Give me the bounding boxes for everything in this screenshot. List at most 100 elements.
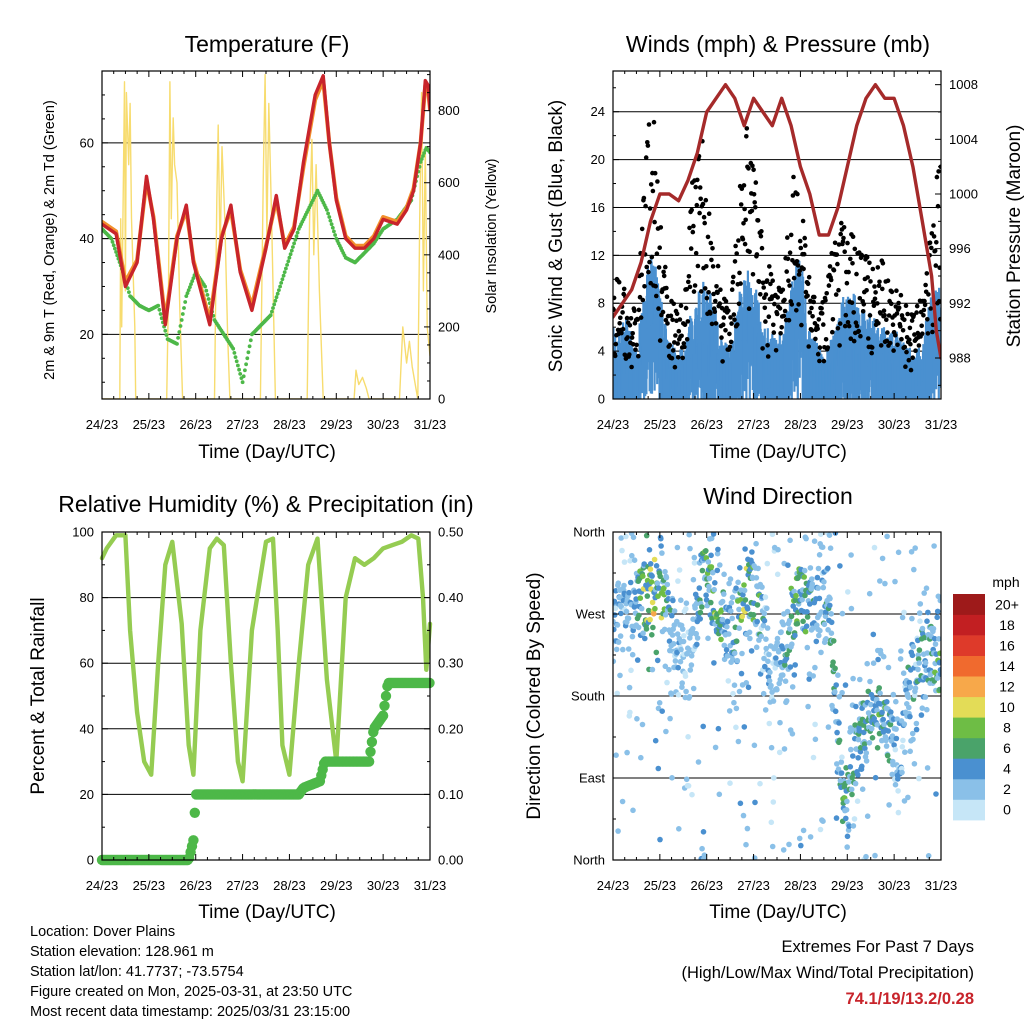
- gust-point: [791, 275, 797, 281]
- direction-point: [839, 754, 845, 760]
- temperature-ticks: [101, 71, 431, 400]
- gust-point: [667, 342, 673, 348]
- winds-ylabel-left: Sonic Wind & Gust (Blue, Black): [546, 100, 567, 372]
- gust-point: [646, 269, 651, 275]
- direction-point: [825, 565, 831, 572]
- gust-point: [873, 290, 878, 295]
- direction-point: [857, 744, 864, 751]
- dewpoint-point: [278, 284, 282, 289]
- direction-point: [630, 807, 636, 814]
- gust-point: [891, 348, 896, 353]
- direction-point: [613, 598, 618, 605]
- gust-point: [878, 343, 884, 348]
- dewpoint-point: [243, 368, 247, 373]
- direction-point: [695, 759, 702, 765]
- precipitation-point: [366, 736, 378, 748]
- dewpoint-point: [233, 355, 238, 359]
- gust-point: [652, 219, 657, 225]
- direction-point: [783, 698, 790, 704]
- direction-point: [935, 593, 941, 600]
- direction-point: [759, 584, 765, 590]
- direction-point: [679, 626, 686, 632]
- direction-point: [664, 581, 671, 588]
- direction-point: [750, 612, 757, 618]
- gust-point: [720, 359, 725, 364]
- gust-point: [649, 254, 655, 260]
- direction-point: [901, 721, 908, 727]
- gust-point: [925, 331, 931, 336]
- direction-point: [621, 582, 627, 589]
- direction-point: [793, 592, 799, 599]
- direction-point: [814, 574, 821, 581]
- direction-point: [674, 649, 680, 656]
- direction-point: [791, 588, 797, 595]
- dewpoint-point: [177, 330, 182, 334]
- direction-xtick-label: 26/23: [690, 878, 723, 893]
- direction-point: [862, 745, 868, 752]
- gust-point: [788, 232, 794, 238]
- gust-point: [924, 271, 930, 276]
- direction-point: [757, 780, 763, 787]
- direction-point: [818, 649, 824, 656]
- direction-point: [687, 667, 694, 673]
- gust-point: [699, 289, 704, 294]
- direction-point: [715, 725, 722, 732]
- gust-point: [728, 339, 734, 345]
- direction-point: [717, 562, 723, 568]
- direction-point: [631, 557, 638, 563]
- gust-point: [689, 207, 694, 213]
- gust-point: [839, 220, 844, 226]
- dewpoint-point: [327, 215, 332, 219]
- direction-point: [754, 602, 761, 608]
- gust-point: [670, 348, 676, 353]
- direction-point: [821, 579, 827, 585]
- gust-point: [656, 306, 661, 311]
- direction-point: [866, 740, 873, 746]
- direction-panel: Wind Direction Time (Day/UTC) Direction …: [524, 483, 1020, 923]
- dewpoint-point: [419, 157, 424, 161]
- temperature-y2tick-label: 200: [438, 319, 460, 334]
- colorbar-swatch-10: [953, 696, 985, 718]
- dewpoint-point: [182, 306, 186, 310]
- direction-point: [823, 636, 829, 642]
- direction-point: [863, 758, 870, 764]
- direction-point: [801, 574, 807, 580]
- direction-point: [625, 646, 632, 652]
- extremes-subheading: (High/Low/Max Wind/Total Precipitation): [681, 964, 974, 982]
- gust-point: [719, 335, 724, 340]
- gust-point: [718, 287, 723, 293]
- gust-point: [746, 166, 751, 171]
- direction-point: [899, 769, 905, 776]
- dewpoint-point: [272, 302, 277, 307]
- gust-point: [775, 295, 780, 300]
- temperature-xtick-label: 28/23: [273, 417, 306, 432]
- colorbar-swatch-4: [953, 758, 985, 780]
- direction-point: [638, 605, 645, 612]
- direction-point: [634, 716, 640, 722]
- direction-point: [694, 635, 701, 641]
- direction-xtick-label: 27/23: [737, 878, 770, 893]
- gust-point: [687, 225, 692, 231]
- direction-point: [627, 709, 633, 716]
- colorbar-label-18: 18: [999, 617, 1015, 633]
- gust-point: [900, 328, 906, 333]
- direction-point: [752, 799, 758, 806]
- winds-xtick-label: 28/23: [784, 417, 817, 432]
- gust-point: [765, 343, 770, 348]
- direction-point: [735, 738, 742, 745]
- direction-point: [667, 607, 674, 613]
- direction-point: [938, 671, 941, 677]
- direction-point: [679, 680, 685, 686]
- gust-point: [743, 217, 748, 223]
- direction-point: [619, 798, 626, 805]
- direction-point: [688, 653, 695, 659]
- gust-point: [777, 306, 783, 311]
- gust-point: [860, 309, 866, 314]
- direction-point: [816, 552, 823, 558]
- direction-point: [812, 721, 818, 728]
- direction-point: [916, 610, 923, 616]
- dewpoint-point: [270, 309, 274, 314]
- direction-point: [648, 579, 655, 585]
- direction-point: [850, 753, 856, 759]
- direction-point: [891, 742, 897, 748]
